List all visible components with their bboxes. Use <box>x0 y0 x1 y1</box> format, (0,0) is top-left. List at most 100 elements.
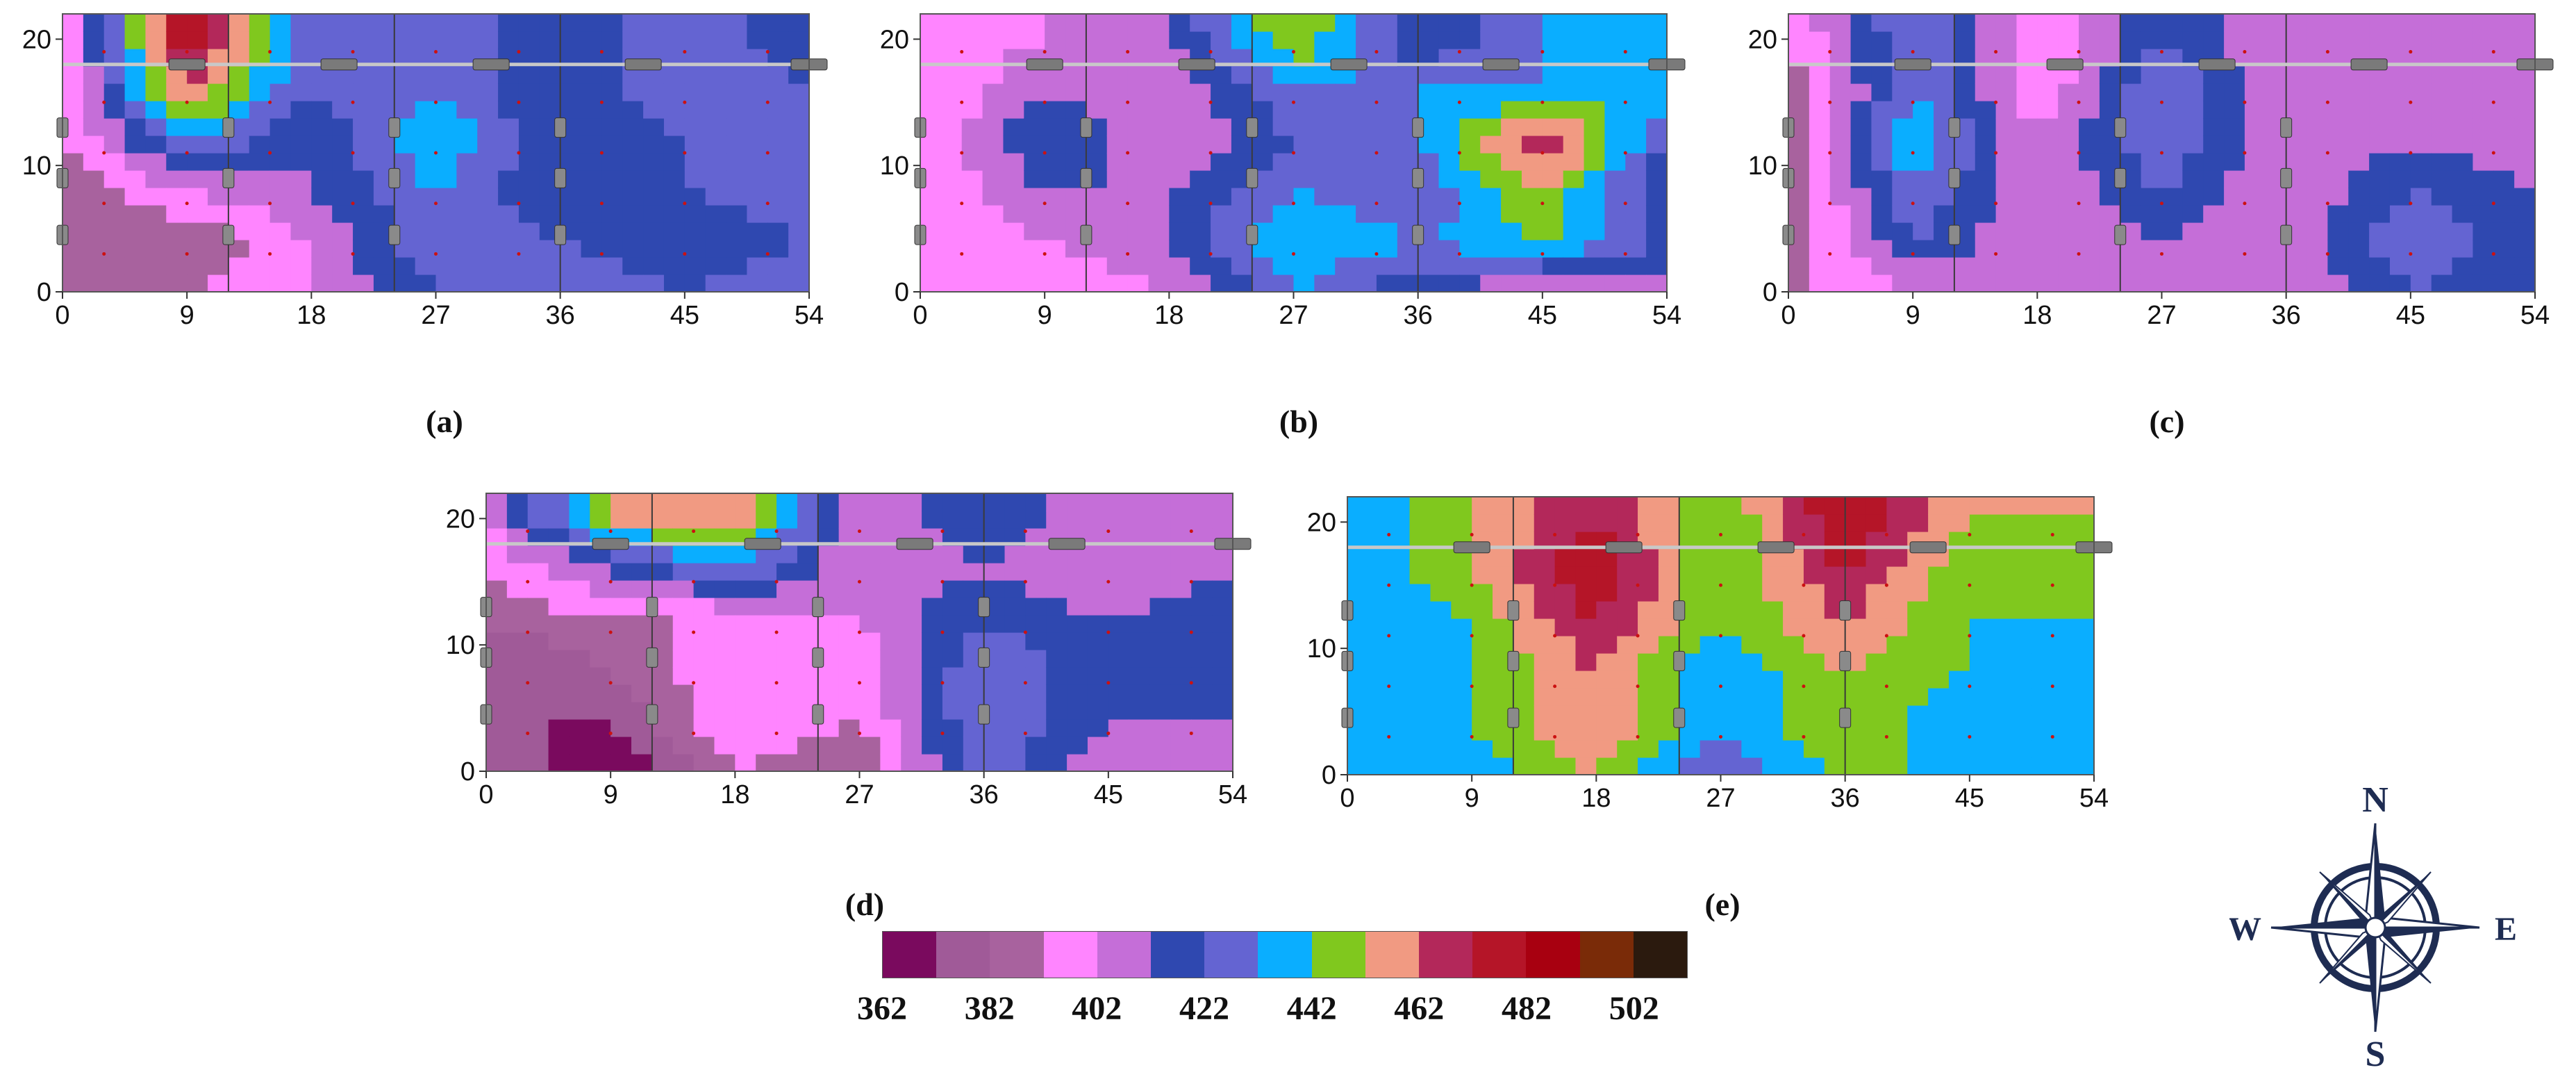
heatmap-cell <box>1871 188 1893 206</box>
heatmap-cell <box>1190 14 1211 32</box>
heatmap-cell <box>477 205 499 223</box>
heatmap-cell <box>2286 101 2308 119</box>
heatmap-cell <box>1762 688 1784 706</box>
heatmap-cell <box>590 632 611 650</box>
measurement-point <box>1292 252 1295 256</box>
heatmap-cell <box>610 598 632 616</box>
heatmap-cell <box>1617 740 1638 758</box>
heatmap-cell <box>1025 598 1047 616</box>
heatmap-cell <box>2286 153 2308 171</box>
x-tick-label: 0 <box>1340 784 1354 813</box>
heatmap-cell <box>1293 188 1315 206</box>
heatmap-cell <box>1995 14 2018 32</box>
measurement-point <box>1126 100 1130 104</box>
heatmap-cell <box>601 153 623 171</box>
measurement-point <box>1042 50 1047 54</box>
measurement-point <box>1189 731 1193 735</box>
heatmap-cell <box>631 580 653 598</box>
heatmap-cell <box>1004 615 1026 633</box>
heatmap-cell <box>249 118 271 136</box>
legend-color-bar <box>882 931 1688 978</box>
heatmap-cell <box>166 31 188 49</box>
heatmap-cell <box>1087 684 1109 702</box>
heatmap-cell <box>2493 101 2515 119</box>
heatmap-cell <box>1430 549 1452 567</box>
heatmap-cell <box>1534 566 1556 584</box>
heatmap-cell <box>1934 188 1955 206</box>
heatmap-cell <box>1459 118 1481 136</box>
heatmap-cell <box>1850 222 1872 240</box>
heatmap-cell <box>1190 118 1211 136</box>
heatmap-cell <box>1493 740 1514 758</box>
heatmap-cell <box>1272 205 1295 223</box>
heatmap-cell <box>1409 757 1431 775</box>
measurement-point <box>608 630 613 634</box>
heatmap-cell <box>1969 566 1991 584</box>
heatmap-cell <box>622 240 644 258</box>
heatmap-cell <box>942 667 964 685</box>
heatmap-cell <box>1252 83 1274 101</box>
heatmap-cell <box>1913 222 1934 240</box>
heatmap-cell <box>1720 601 1742 619</box>
heatmap-cell <box>693 650 715 668</box>
heatmap-cell <box>726 31 748 49</box>
heatmap-cell <box>548 702 570 720</box>
surface-electrode-marker <box>896 538 933 550</box>
heatmap-cell <box>1646 101 1668 119</box>
heatmap-cell <box>1190 83 1211 101</box>
heatmap-cell <box>1803 670 1825 689</box>
legend-tick-labels: 362 382 402 422 442 462 482 502 <box>857 989 1688 1028</box>
measurement-point <box>2050 533 2054 537</box>
heatmap-cell <box>373 205 395 223</box>
heatmap-cell <box>1700 497 1722 515</box>
heatmap-cell <box>859 598 881 616</box>
measurement-point <box>1023 731 1027 735</box>
heatmap-cell <box>631 545 653 563</box>
heatmap-cell <box>1418 274 1440 293</box>
surface-electrode-marker <box>168 58 206 71</box>
heatmap-cell <box>1975 14 1997 32</box>
measurement-point <box>1802 684 1806 689</box>
heatmap-cell <box>2052 705 2074 723</box>
heatmap-cell <box>1231 257 1253 275</box>
heatmap-cell <box>228 31 250 49</box>
heatmap-cell <box>1521 118 1543 136</box>
heatmap-cell <box>1108 545 1130 563</box>
heatmap-cell <box>2452 188 2474 206</box>
heatmap-cell <box>2037 222 2059 240</box>
heatmap-cell <box>1928 618 1950 636</box>
heatmap-cell <box>922 580 943 598</box>
heatmap-cell <box>1191 719 1213 737</box>
heatmap-cell <box>663 83 685 101</box>
heatmap-cell <box>1617 636 1638 654</box>
heatmap-cell <box>1913 153 1934 171</box>
heatmap-cell <box>735 598 756 616</box>
heatmap-cell <box>1907 514 1929 532</box>
heatmap-cell <box>631 736 653 755</box>
heatmap-cell <box>63 66 84 84</box>
heatmap-cell <box>1990 497 2012 515</box>
heatmap-cell <box>2265 188 2287 206</box>
heatmap-cell <box>498 118 520 136</box>
heatmap-cell <box>477 135 499 154</box>
heatmap-cell <box>672 563 695 581</box>
heatmap-cell <box>1865 688 1887 706</box>
heatmap-cell <box>581 222 602 240</box>
heatmap-cell <box>880 615 901 633</box>
heatmap-cell <box>1191 493 1213 511</box>
heatmap-cell <box>2011 653 2033 671</box>
heatmap-cell <box>1418 257 1440 275</box>
heatmap-cell <box>527 580 549 598</box>
heatmap-cell <box>1575 636 1597 654</box>
measurement-point <box>1126 151 1130 155</box>
heatmap-cell <box>1850 205 1872 223</box>
heatmap-cell <box>228 205 250 223</box>
heatmap-cell <box>940 135 963 154</box>
heatmap-cell <box>1584 240 1606 258</box>
heatmap-cell <box>1438 153 1460 171</box>
heatmap-cell <box>1783 514 1804 532</box>
heatmap-cell <box>1127 14 1149 32</box>
heatmap-cell <box>477 188 499 206</box>
heatmap-cell <box>1907 705 1929 723</box>
heatmap-cell <box>1025 580 1047 598</box>
